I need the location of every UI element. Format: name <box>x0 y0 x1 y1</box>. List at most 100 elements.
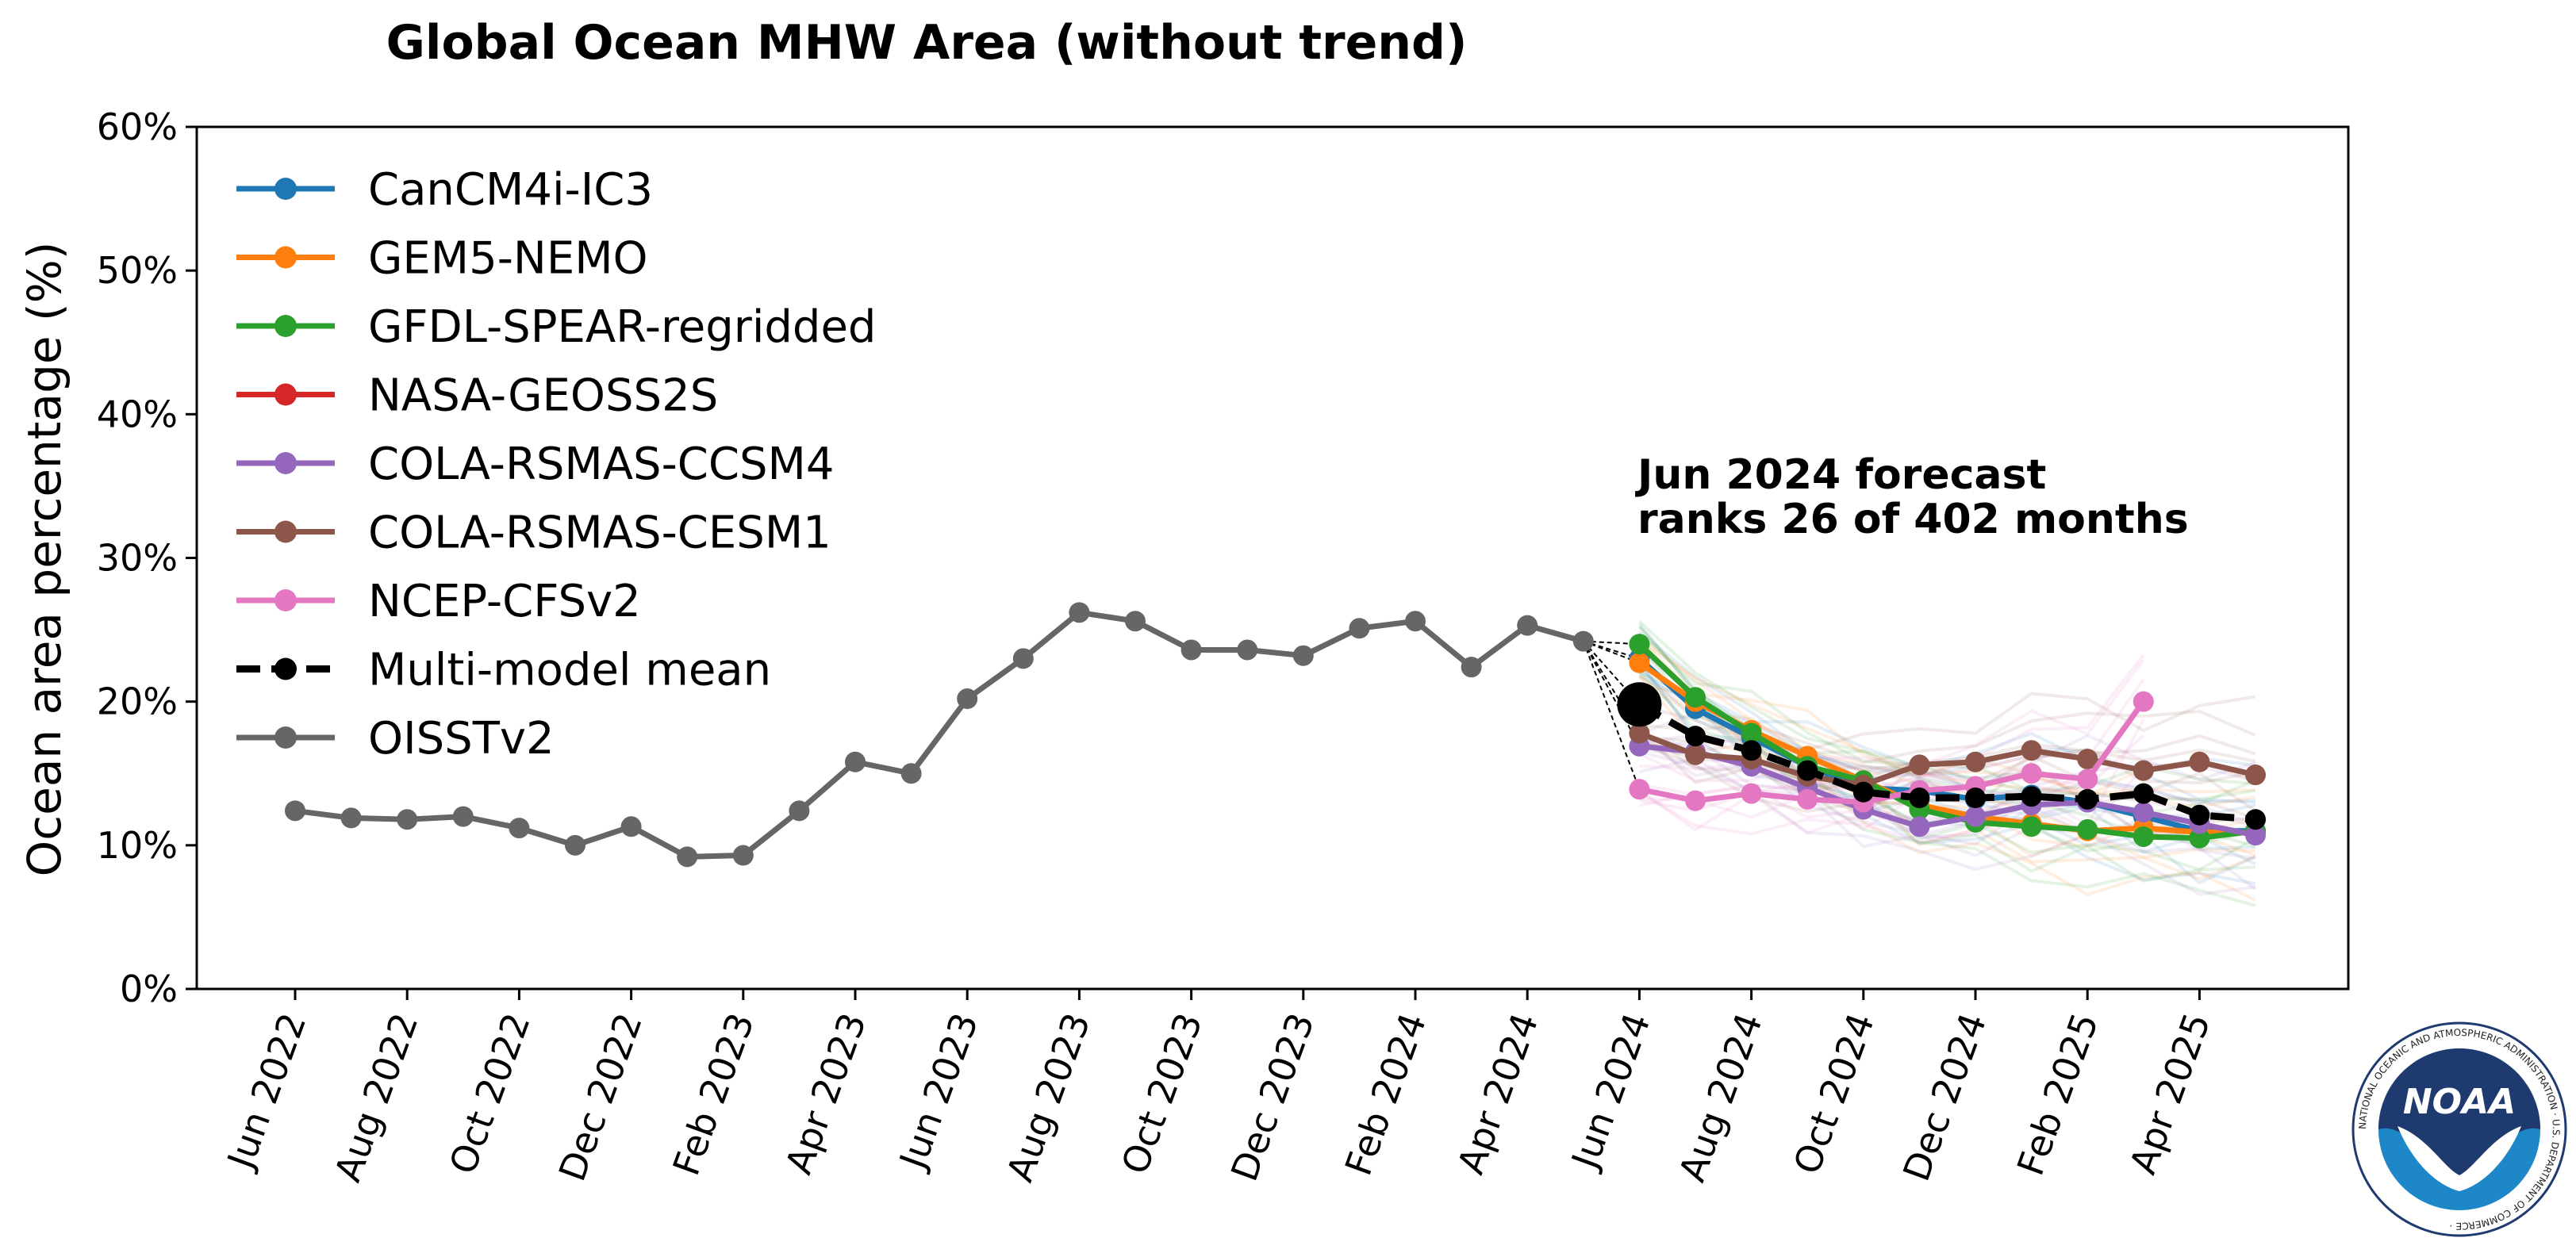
forecast-rank-annotation-line2: ranks 26 of 402 months <box>1637 496 2189 543</box>
x-tick-label: Aug 2023 <box>998 1007 1099 1187</box>
data-point <box>509 818 530 839</box>
x-tick-label: Dec 2022 <box>551 1007 651 1186</box>
series-lines <box>285 602 2266 868</box>
y-tick-label: 50% <box>97 249 178 292</box>
legend-label: NCEP-CFSv2 <box>368 576 641 627</box>
data-point <box>1125 611 1146 632</box>
chart-title: Global Ocean MHW Area (without trend) <box>386 15 1468 71</box>
data-point <box>2077 749 2098 770</box>
data-point <box>2245 825 2266 846</box>
y-tick-label: 40% <box>97 393 178 435</box>
data-point <box>2133 691 2154 712</box>
legend-swatch-marker <box>274 452 297 474</box>
legend-swatch-marker <box>274 726 297 749</box>
data-point <box>1852 781 1874 803</box>
series-oisstv2 <box>285 602 1594 868</box>
x-tick-label: Jun 2024 <box>1562 1007 1658 1176</box>
noaa-seagull-icon <box>2397 1126 2521 1191</box>
legend-swatch-marker <box>274 520 297 543</box>
x-tick-label: Jun 2022 <box>218 1007 314 1176</box>
noaa-wordmark: NOAA <box>2403 1082 2516 1122</box>
legend-label: GFDL-SPEAR-regridded <box>368 301 876 353</box>
data-point <box>1517 615 1538 636</box>
data-point <box>1572 630 1594 652</box>
x-tick-label: Dec 2023 <box>1223 1007 1323 1186</box>
data-point <box>1237 639 1258 661</box>
data-point <box>2077 768 2098 790</box>
legend-label: COLA-RSMAS-CCSM4 <box>368 439 834 490</box>
data-point <box>2189 751 2210 772</box>
data-point <box>2021 763 2042 784</box>
x-tick-label: Apr 2024 <box>1449 1007 1547 1179</box>
forecast-connector-line <box>1582 641 1641 747</box>
data-point <box>1461 657 1482 678</box>
x-tick-label: Jun 2023 <box>890 1007 986 1176</box>
data-point <box>2077 788 2098 810</box>
data-point <box>1965 788 1986 809</box>
forecast-rank-annotation-line1: Jun 2024 forecast <box>1635 451 2046 499</box>
data-point <box>1292 645 1314 666</box>
data-point <box>1617 682 1662 727</box>
x-tick-label: Aug 2022 <box>326 1007 427 1187</box>
x-tick-label: Apr 2023 <box>777 1007 874 1179</box>
data-point <box>2189 827 2210 849</box>
data-point <box>732 845 754 866</box>
data-point <box>789 800 810 822</box>
ensemble-member-line <box>1638 630 2256 804</box>
data-point <box>1405 611 1426 632</box>
x-tick-label: Oct 2022 <box>441 1007 539 1179</box>
series-line-ncep-cfsv2 <box>1638 699 2146 805</box>
ensemble-member-line <box>1638 757 2256 896</box>
data-point <box>1797 788 1818 810</box>
legend-label: NASA-GEOSS2S <box>368 370 718 422</box>
legend-item-cancm4i-ic3: CanCM4i-IC3 <box>236 164 653 216</box>
ensemble-member-line <box>1638 658 2145 783</box>
ensemble-member-line <box>1639 653 2145 794</box>
x-tick-label: Oct 2024 <box>1785 1007 1883 1179</box>
ensemble-member-line <box>1638 766 2145 844</box>
legend-label: GEM5-NEMO <box>368 233 648 285</box>
data-point <box>957 688 978 710</box>
data-point <box>1629 652 1650 673</box>
data-point <box>620 816 642 837</box>
data-point <box>1629 779 1650 800</box>
x-tick-label: Apr 2025 <box>2121 1007 2219 1179</box>
data-point <box>2245 809 2266 830</box>
data-point <box>2133 802 2154 823</box>
y-tick-label: 60% <box>97 105 178 148</box>
ensemble-member-line <box>1638 750 2257 891</box>
legend-swatch-marker <box>274 178 297 200</box>
data-point <box>1965 806 1986 827</box>
x-axis: Jun 2022 Aug 2022 Oct 2022 Dec 2022 Feb 2023… <box>218 989 2219 1187</box>
legend-item-multi-model-mean: Multi-model mean <box>236 645 771 696</box>
data-point <box>2245 765 2266 786</box>
data-point <box>845 751 866 772</box>
data-point <box>1629 722 1650 744</box>
y-tick-label: 30% <box>97 537 178 580</box>
series-multi-model-mean <box>1617 682 2266 830</box>
legend-label: Multi-model mean <box>368 645 771 696</box>
y-axis-label: Ocean area percentage (%) <box>17 242 71 877</box>
x-tick-label: Feb 2024 <box>1337 1007 1435 1181</box>
data-point <box>1629 634 1650 655</box>
data-point <box>1741 722 1762 744</box>
legend-item-oisstv2: OISSTv2 <box>236 713 555 765</box>
legend-label: COLA-RSMAS-CESM1 <box>368 508 831 559</box>
legend-item-nasa-geoss2s: NASA-GEOSS2S <box>236 370 718 422</box>
data-point <box>2021 786 2042 807</box>
data-point <box>1741 783 1762 804</box>
y-tick-label: 10% <box>97 824 178 867</box>
data-point <box>397 809 418 830</box>
ensemble-member-line <box>1638 675 2256 857</box>
data-point <box>1181 639 1202 661</box>
data-point <box>1909 788 1930 809</box>
data-point <box>2021 740 2042 761</box>
x-tick-label: Dec 2024 <box>1895 1007 1994 1186</box>
data-point <box>1685 726 1706 747</box>
data-point <box>2133 783 2154 804</box>
legend-swatch-marker <box>274 246 297 269</box>
y-tick-label: 0% <box>120 968 178 1010</box>
ensemble-member-line <box>1639 734 2145 831</box>
y-tick-label: 20% <box>97 680 178 723</box>
